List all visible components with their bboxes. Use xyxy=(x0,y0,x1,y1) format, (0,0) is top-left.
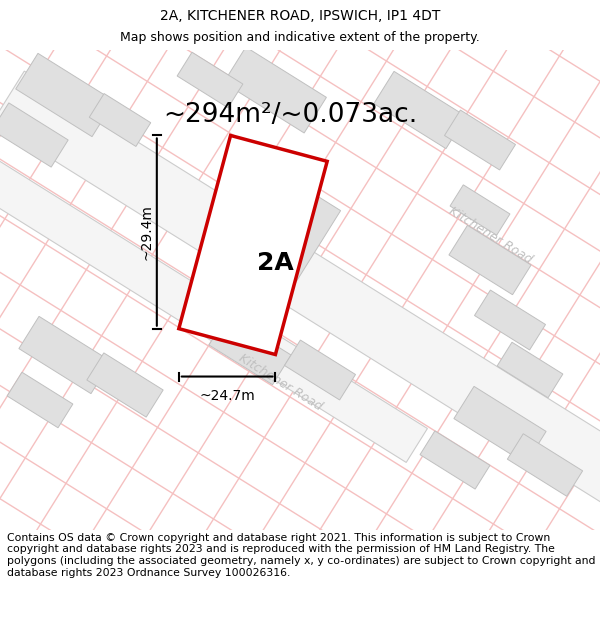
Polygon shape xyxy=(454,386,546,464)
Polygon shape xyxy=(475,290,545,350)
Polygon shape xyxy=(0,103,68,167)
Polygon shape xyxy=(89,94,151,146)
Polygon shape xyxy=(19,316,111,394)
Polygon shape xyxy=(445,110,515,170)
Polygon shape xyxy=(239,179,341,291)
Polygon shape xyxy=(7,372,73,428)
Text: Kitchener Road: Kitchener Road xyxy=(446,204,534,266)
Polygon shape xyxy=(179,136,327,354)
Text: Map shows position and indicative extent of the property.: Map shows position and indicative extent… xyxy=(120,31,480,44)
Polygon shape xyxy=(497,342,563,398)
Polygon shape xyxy=(87,353,163,417)
Text: ~294m²/~0.073ac.: ~294m²/~0.073ac. xyxy=(163,102,417,128)
Text: Contains OS data © Crown copyright and database right 2021. This information is : Contains OS data © Crown copyright and d… xyxy=(7,533,596,578)
Text: ~24.7m: ~24.7m xyxy=(199,389,255,402)
Polygon shape xyxy=(0,71,600,599)
Polygon shape xyxy=(224,47,326,133)
Polygon shape xyxy=(450,185,510,235)
Text: 2A, KITCHENER ROAD, IPSWICH, IP1 4DT: 2A, KITCHENER ROAD, IPSWICH, IP1 4DT xyxy=(160,9,440,23)
Polygon shape xyxy=(420,431,490,489)
Polygon shape xyxy=(16,53,114,137)
Text: Kitchener Road: Kitchener Road xyxy=(236,351,324,413)
Text: ~29.4m: ~29.4m xyxy=(140,204,154,260)
Polygon shape xyxy=(508,434,583,496)
Text: 2A: 2A xyxy=(257,251,293,275)
Polygon shape xyxy=(449,225,531,295)
Polygon shape xyxy=(374,71,466,149)
Polygon shape xyxy=(209,315,291,385)
Polygon shape xyxy=(284,340,356,400)
Polygon shape xyxy=(177,52,243,107)
Polygon shape xyxy=(0,58,427,462)
